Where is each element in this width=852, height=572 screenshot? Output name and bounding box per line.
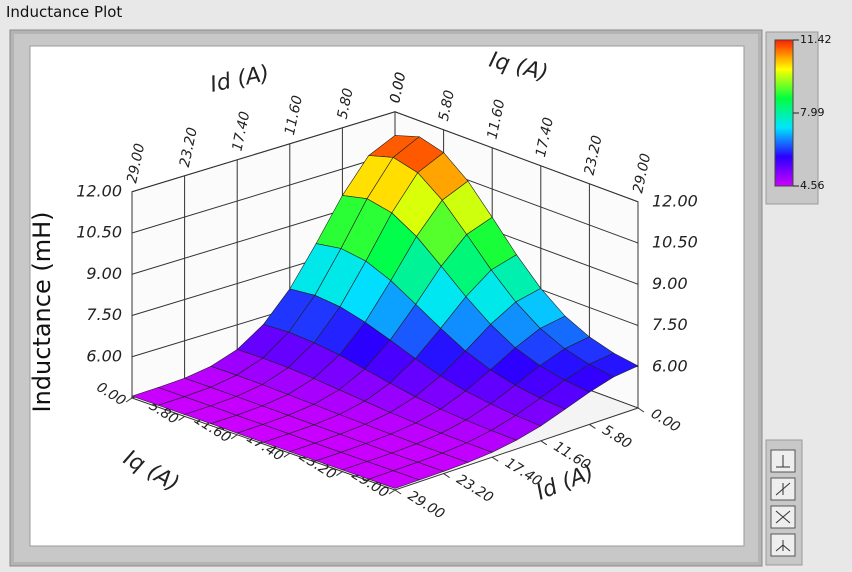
button-icons [775,455,791,552]
tick-mark [388,489,396,495]
z-tick-label: 12.00 [652,191,698,210]
z-tick-label: 7.50 [652,315,688,334]
colorbar-tick-label: 7.99 [800,106,825,119]
tick-mark [336,471,343,477]
tick-mark [283,452,291,458]
tick-mark [125,397,133,403]
grid-line [131,152,396,234]
graph-palette [765,439,803,566]
y-tick-label: 0.00 [387,71,409,105]
z-tick-label: 7.50 [86,305,122,324]
tick-mark [637,407,645,413]
grid-line [131,111,396,193]
z-tick-label: 9.00 [652,274,688,293]
surface-patch [367,470,421,489]
x-tick-label: 5.80 [436,89,458,123]
colorbar-tick-label: 4.56 [800,179,825,192]
z-tick-label: 6.00 [652,356,688,375]
colorbar-tick-label: 11.42 [800,33,832,46]
z-tick-label: 9.00 [86,264,122,283]
colorbar [774,39,794,187]
grid-line [394,111,639,203]
tick-mark [589,423,596,429]
z-tick-label: 10.50 [652,233,698,252]
z-tick-label: 12.00 [76,181,122,200]
tick-mark [443,473,450,479]
tick-mark [540,440,548,446]
tick-mark [394,489,402,495]
tick-mark [178,415,185,421]
x-tick-label: 0.00 [387,71,409,105]
z-tick-label: 10.50 [76,223,122,242]
tick-mark [230,434,238,440]
y-tick-label: 5.80 [335,87,357,121]
tick-mark [491,456,499,462]
z-axis-title: Inductance (mH) [28,212,56,413]
panel-label: Inductance Plot [6,3,122,21]
z-tick-label: 6.00 [86,346,122,365]
